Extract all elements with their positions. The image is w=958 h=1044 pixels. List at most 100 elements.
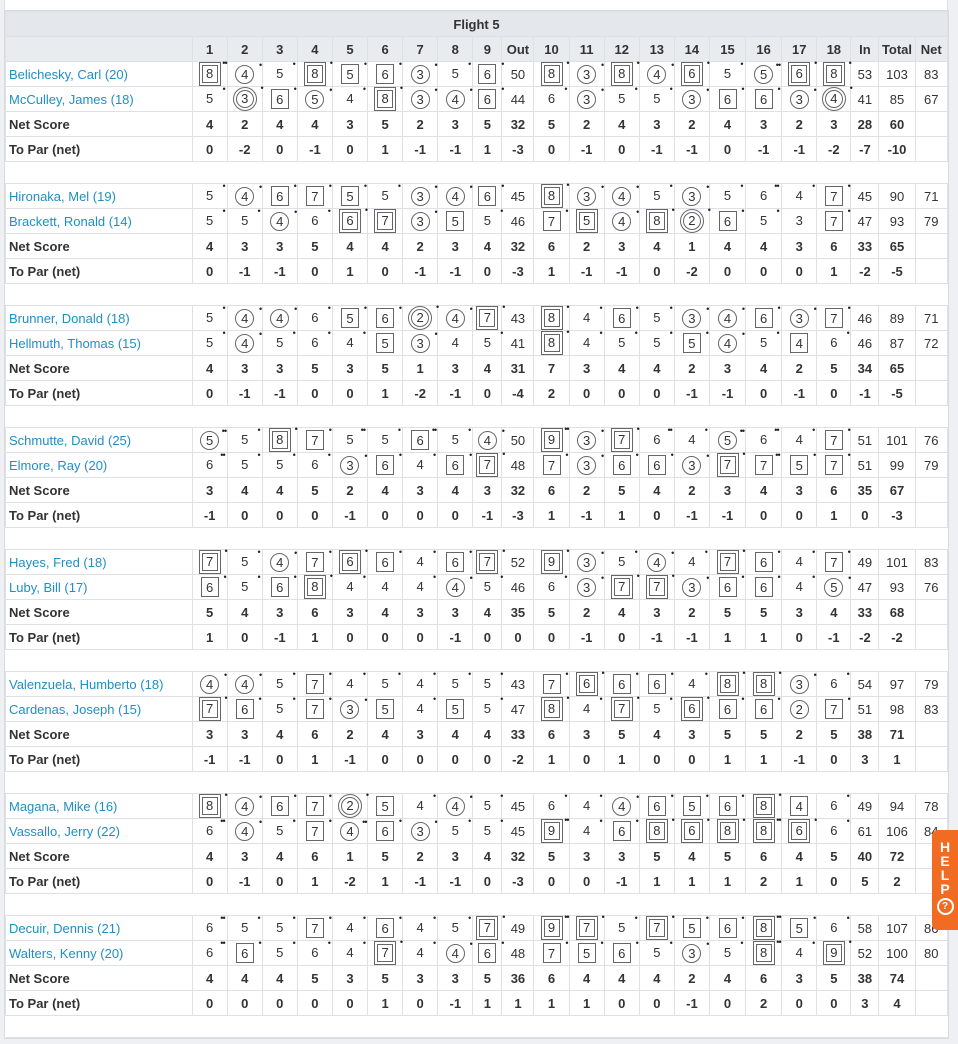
- player-link[interactable]: Hellmuth, Thomas (15): [9, 335, 141, 351]
- player-link[interactable]: Schmutte, David (25): [9, 432, 132, 448]
- score-value: 5: [276, 66, 284, 81]
- hole-score-cell: 5 •: [673, 914, 710, 941]
- handicap-stroke-dots: •: [565, 450, 568, 460]
- to-par-row-value: -1: [226, 868, 263, 894]
- hole-score: 6 •: [680, 59, 710, 86]
- score-value: 5: [241, 920, 249, 935]
- score-value: 6: [618, 946, 626, 961]
- handicap-stroke-dots: •: [257, 913, 261, 923]
- hole-score-cell: 6 ••: [191, 451, 228, 478]
- handicap-stroke-dots: •: [634, 547, 638, 557]
- hole-score: 6 •: [718, 207, 745, 231]
- player-link[interactable]: Magana, Mike (16): [9, 798, 118, 814]
- score-value: 5: [795, 458, 803, 473]
- handicap-stroke-dots: •: [742, 449, 745, 459]
- handicap-stroke-dots: •: [434, 206, 438, 217]
- player-link[interactable]: Brunner, Donald (18): [9, 310, 130, 326]
- to-par-row-value: -2: [331, 868, 369, 894]
- hole-score-cell: 8 ••: [191, 59, 228, 87]
- hole-score-cell: 9 ••: [533, 425, 570, 453]
- hole-score: 6 •: [647, 451, 674, 475]
- hole-score: 7 •: [374, 938, 403, 965]
- hole-score-cell: 4: [781, 330, 818, 356]
- player-link[interactable]: Cardenas, Joseph (15): [9, 701, 142, 717]
- player-link[interactable]: McCulley, James (18): [9, 91, 134, 107]
- player-link[interactable]: Belichesky, Carl (20): [9, 66, 128, 82]
- score-value: 3: [416, 91, 424, 107]
- hole-score: 6 •: [612, 939, 639, 963]
- score-value: 7: [618, 432, 626, 447]
- net-score-row-value: 4: [191, 233, 228, 259]
- score-value: 3: [583, 432, 591, 448]
- hole-score-cell: 7 •: [603, 694, 640, 722]
- player-link[interactable]: Decuir, Dennis (21): [9, 920, 121, 936]
- score-value: 5: [451, 66, 459, 81]
- handicap-stroke-dots: •: [468, 59, 471, 69]
- score-value: 6: [451, 555, 459, 570]
- player-link[interactable]: Walters, Kenny (20): [9, 945, 124, 961]
- handicap-stroke-dots: •: [501, 425, 505, 436]
- column-header: 4: [296, 36, 333, 62]
- net-score-row-value: 5: [816, 965, 852, 991]
- empty-cell: [914, 502, 949, 528]
- net-total: 71: [914, 305, 949, 331]
- handicap-stroke-dots: •: [813, 450, 816, 460]
- hole-score-cell: 5 •: [603, 329, 640, 356]
- hole-score-cell: 4 •: [402, 695, 439, 722]
- net-score-row-value: 3: [638, 111, 675, 137]
- hole-score-cell: 6 •: [781, 59, 817, 87]
- player-link[interactable]: Luby, Bill (17): [9, 579, 88, 595]
- hole-score: 8 •: [540, 303, 570, 330]
- column-header: 16: [745, 36, 783, 62]
- hole-score-cell: 4 •: [437, 85, 474, 112]
- score-value: 4: [416, 676, 424, 691]
- handicap-stroke-dots: •: [634, 913, 638, 923]
- hole-score-cell: 5 •: [673, 329, 710, 356]
- net-score-row-value: 40: [850, 843, 880, 869]
- handicap-stroke-dots: •: [293, 84, 297, 94]
- player-name-cell: Elmore, Ray (20): [5, 452, 193, 478]
- score-value: 6: [618, 677, 626, 692]
- help-tab[interactable]: H E L P ?: [932, 830, 958, 930]
- to-par-row-value: 1: [191, 624, 228, 650]
- handicap-stroke-dots: •: [500, 572, 503, 582]
- score-value: 7: [618, 579, 626, 594]
- net-score-row-value: 31: [501, 355, 535, 381]
- net-score-row-value: 5: [533, 599, 570, 625]
- handicap-stroke-dots: •: [259, 181, 262, 192]
- hole-score-cell: 6 •: [367, 548, 404, 575]
- player-link[interactable]: Vassallo, Jerry (22): [9, 823, 121, 839]
- hole-score-cell: 5 •: [638, 329, 675, 356]
- hole-score-cell: 3 •: [402, 329, 439, 356]
- handicap-stroke-dots: •: [670, 669, 674, 679]
- hole-score-cell: 5 •: [226, 451, 263, 478]
- score-value: 5: [583, 946, 591, 961]
- hole-score-cell: 6 •: [367, 914, 404, 941]
- handicap-stroke-dots: •: [705, 791, 709, 801]
- player-link[interactable]: Hayes, Fred (18): [9, 554, 107, 570]
- net-score-row-value: 32: [501, 477, 535, 503]
- net-score-row-value: 3: [673, 721, 710, 747]
- to-par-row: To Par (net) 0 -2 0 -1 0 1 -1 -1 1 -3 0 -1 0 -1 -1 0 -1 -1…: [5, 136, 949, 162]
- player-link[interactable]: Brackett, Ronald (14): [9, 213, 132, 229]
- hole-score-cell: 4 •: [402, 573, 439, 600]
- to-par-row-value: -1: [261, 624, 298, 650]
- handicap-stroke-dots: •: [468, 913, 471, 923]
- hole-score: 3 •: [682, 182, 709, 206]
- player-row: Elmore, Ray (20) 6 •• 5 • 5 • 6 • 3 • 6 • 4 • 6 • 7 • 48 7 • 3…: [5, 449, 949, 478]
- hole-score: 5 •: [272, 670, 296, 694]
- hole-score: 8 •: [610, 59, 640, 86]
- player-link[interactable]: Hironaka, Mel (19): [9, 188, 116, 204]
- score-value: 8: [723, 823, 732, 838]
- handicap-stroke-dots: •: [741, 572, 744, 582]
- handicap-stroke-dots: •: [601, 668, 604, 678]
- score-value: 7: [205, 554, 214, 569]
- to-par-row-value: 0: [638, 990, 675, 1016]
- hole-score-cell: 5 •: [745, 329, 783, 356]
- hole-score-cell: 6 •: [745, 573, 783, 600]
- player-row: Brackett, Ronald (14) 5 • 5 • 4 • 6 • 6 • 7 3 • 5 5 • 46 7…: [5, 206, 949, 234]
- score-value: 9: [547, 432, 556, 447]
- player-link[interactable]: Elmore, Ray (20): [9, 457, 108, 473]
- player-link[interactable]: Valenzuela, Humberto (18): [9, 676, 164, 692]
- net-score-row-label: Net Score: [5, 843, 193, 869]
